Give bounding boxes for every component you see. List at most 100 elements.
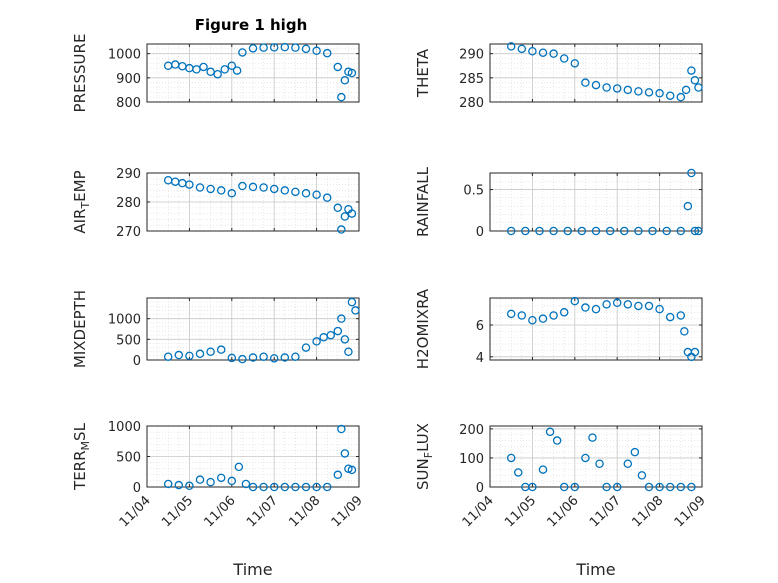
data-point xyxy=(337,225,346,234)
data-point xyxy=(620,226,629,236)
data-point xyxy=(676,311,686,320)
data-point xyxy=(259,482,268,492)
data-point xyxy=(506,309,516,319)
data-point xyxy=(623,85,633,95)
data-point xyxy=(602,482,611,492)
data-point xyxy=(333,470,343,480)
data-point xyxy=(623,300,633,309)
data-point xyxy=(337,424,346,434)
data-point xyxy=(612,482,622,492)
data-point xyxy=(340,76,350,85)
data-point xyxy=(333,62,343,72)
data-point xyxy=(227,353,237,363)
data-point xyxy=(694,226,703,236)
data-point xyxy=(347,465,357,475)
data-point xyxy=(238,354,247,364)
data-point xyxy=(269,482,279,492)
y-tick-label: 1000 xyxy=(108,48,141,63)
data-point xyxy=(595,459,604,469)
data-point xyxy=(206,347,215,356)
data-point xyxy=(506,226,516,236)
y-tick-label: 0 xyxy=(476,225,484,240)
data-point xyxy=(195,349,205,359)
data-point xyxy=(528,47,537,56)
axes-box xyxy=(489,297,703,361)
data-point xyxy=(351,306,360,315)
data-point xyxy=(185,351,194,361)
data-point xyxy=(333,203,343,213)
data-point xyxy=(644,482,654,492)
data-point xyxy=(347,297,357,307)
data-point xyxy=(322,482,332,492)
y-tick-label: 0.5 xyxy=(463,184,484,199)
data-point xyxy=(280,353,290,362)
y-tick-label: 500 xyxy=(116,451,141,466)
y-tick-label: 280 xyxy=(459,96,484,111)
data-point xyxy=(588,433,597,442)
axes-box xyxy=(489,43,703,103)
data-point xyxy=(232,66,242,75)
data-point xyxy=(687,482,696,492)
data-point xyxy=(528,482,537,492)
subplot-4: 0 0.5 RAINFALL xyxy=(414,166,703,240)
data-point xyxy=(259,352,268,361)
y-tick-label: 500 xyxy=(116,333,141,348)
data-point xyxy=(347,209,357,218)
data-point xyxy=(248,482,258,492)
data-point xyxy=(683,201,693,211)
y-axis-label: THETA xyxy=(414,48,432,98)
data-point xyxy=(559,308,569,317)
data-point xyxy=(195,475,205,484)
data-point xyxy=(340,449,350,458)
y-axis-label: H2OMIXRA xyxy=(414,288,432,369)
data-point xyxy=(591,304,601,314)
data-point xyxy=(163,352,173,361)
y-axis-label: AIRTEMP xyxy=(71,170,92,233)
data-point xyxy=(227,189,237,198)
data-point xyxy=(344,67,353,77)
data-point xyxy=(312,482,321,492)
data-point xyxy=(248,182,258,192)
data-point xyxy=(680,327,689,336)
y-axis-label: TERRMSL xyxy=(71,422,92,491)
data-point xyxy=(528,316,537,325)
data-point xyxy=(326,330,335,340)
data-point xyxy=(630,447,640,457)
y-tick-label: 4 xyxy=(476,351,484,366)
y-tick-label: 290 xyxy=(459,48,484,63)
y-axis-label: PRESSURE xyxy=(71,34,89,113)
data-point xyxy=(301,482,311,492)
data-point xyxy=(195,183,205,192)
data-point xyxy=(549,226,558,236)
data-point xyxy=(676,482,686,492)
axes-box xyxy=(146,43,360,103)
subplot-5: 0 500 1000 MIXDEPTH xyxy=(71,290,360,369)
data-point xyxy=(559,482,569,492)
data-point xyxy=(280,42,290,52)
data-point xyxy=(238,181,247,191)
data-point xyxy=(665,312,675,322)
y-tick-label: 800 xyxy=(116,96,141,111)
data-point xyxy=(690,347,700,357)
data-point xyxy=(506,42,516,51)
data-point xyxy=(687,168,696,178)
data-point xyxy=(552,436,562,445)
data-point xyxy=(269,43,279,52)
data-point xyxy=(648,226,657,236)
data-point xyxy=(337,314,346,323)
data-point xyxy=(514,468,523,477)
data-point xyxy=(521,226,530,236)
data-point xyxy=(559,54,569,63)
data-point xyxy=(333,326,343,336)
y-tick-label: 0 xyxy=(476,481,484,496)
data-point xyxy=(291,352,300,361)
data-point xyxy=(662,226,671,236)
data-point xyxy=(517,44,527,54)
data-point xyxy=(291,187,300,197)
y-tick-label: 0 xyxy=(133,354,141,369)
data-point xyxy=(248,44,258,53)
data-point xyxy=(269,184,279,194)
axes-box xyxy=(489,172,703,232)
y-tick-label: 0 xyxy=(133,481,141,496)
data-point xyxy=(577,226,587,236)
